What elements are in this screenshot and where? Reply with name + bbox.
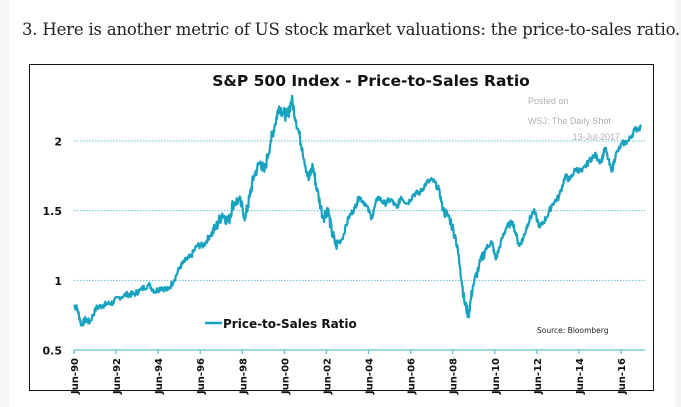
- page-left-gutter: [0, 0, 9, 407]
- x-tick-label: Jun-04: [365, 358, 376, 395]
- x-tick-label: Jun-94: [154, 358, 165, 395]
- gridlines: [74, 140, 645, 281]
- x-tick-label: Jun-90: [70, 358, 81, 395]
- x-tick-label: Jun-10: [491, 358, 502, 395]
- y-tick-label: 1.5: [43, 205, 63, 218]
- x-tick-label: Jun-12: [533, 358, 544, 395]
- y-tick-label: 2: [54, 136, 62, 149]
- x-tick-label: Jun-08: [449, 358, 460, 395]
- x-tick-label: Jun-98: [238, 358, 249, 395]
- page-scrollbar-track[interactable]: [675, 0, 681, 407]
- x-tick-label: Jun-96: [196, 358, 207, 395]
- chart-title: S&P 500 Index - Price-to-Sales Ratio: [212, 72, 530, 90]
- x-tick-label: Jun-06: [407, 358, 418, 395]
- chart-frame: [29, 64, 654, 391]
- x-axis-labels: Jun-90 Jun-92 Jun-94 Jun-96 Jun-98 Jun-00 Jun-…: [70, 358, 628, 395]
- watermark-date: 13-Jul-2017: [572, 132, 620, 142]
- y-tick-label: 0.5: [43, 345, 63, 358]
- x-tick-label: Jun-02: [322, 358, 333, 395]
- x-tick-label: Jun-00: [280, 358, 291, 395]
- x-tick-label: Jun-16: [617, 358, 628, 395]
- source-note: Source: Bloomberg: [537, 326, 609, 335]
- series-line-price-to-sales: [73, 94, 643, 327]
- x-tick-label: Jun-14: [575, 358, 586, 395]
- x-tick-label: Jun-92: [112, 358, 123, 395]
- watermark-posted-on: Posted on: [528, 96, 569, 106]
- y-axis-labels: 0.5 1 1.5 2: [43, 136, 63, 358]
- watermark-publisher: WSJ: The Daily Shot: [528, 116, 611, 126]
- intro-paragraph: 3. Here is another metric of US stock ma…: [22, 20, 681, 39]
- y-tick-label: 1: [54, 275, 62, 288]
- x-axis: [73, 349, 645, 354]
- legend-label: Price-to-Sales Ratio: [223, 317, 357, 331]
